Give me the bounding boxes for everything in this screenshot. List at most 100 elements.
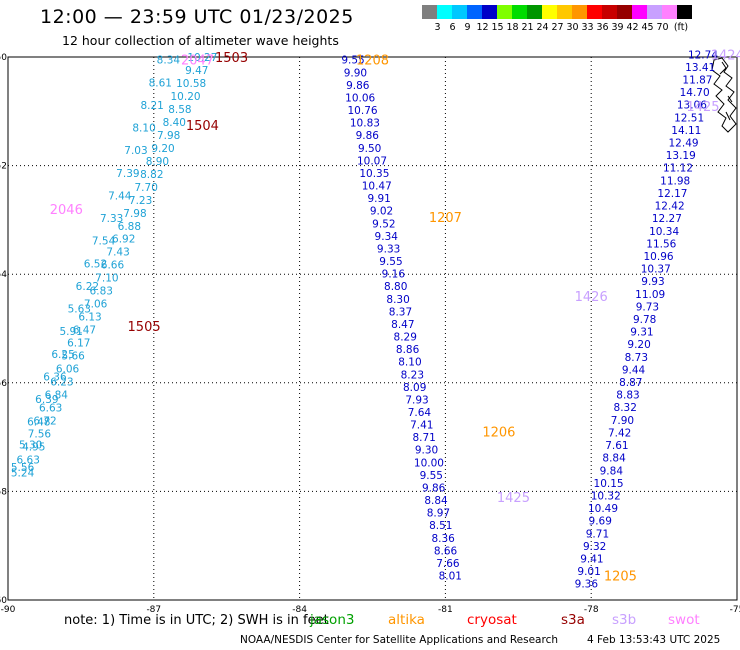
wave-height-label: 12.27 xyxy=(652,213,682,225)
color-scale-tick: 27 xyxy=(551,22,564,33)
color-swatch xyxy=(512,5,527,19)
wave-height-label: 9.31 xyxy=(630,327,653,339)
wave-height-label: 8.80 xyxy=(384,281,407,293)
pass-number-label: 1205 xyxy=(604,570,637,585)
wave-height-label: 6.72 xyxy=(33,415,56,427)
wave-height-label: 13.19 xyxy=(666,150,696,162)
wave-height-label: 7.64 xyxy=(408,407,432,419)
wave-height-label: 8.83 xyxy=(616,390,639,402)
pass-number-label: 1505 xyxy=(128,320,161,335)
color-scale-tick: 70 xyxy=(656,22,669,33)
wave-height-label: 7.54 xyxy=(92,236,116,248)
wave-height-label: 5.63 xyxy=(68,304,91,316)
color-swatch xyxy=(437,5,452,19)
wave-height-label: 9.86 xyxy=(356,130,380,142)
wave-height-label: 8.51 xyxy=(429,520,452,532)
wave-height-label: 10.06 xyxy=(345,92,375,104)
wave-height-label: 7.56 xyxy=(28,428,52,440)
wave-height-label: 9.90 xyxy=(344,67,367,79)
color-scale-tick: 12 xyxy=(476,22,489,33)
wave-height-label: 9.86 xyxy=(346,80,370,92)
color-swatch xyxy=(677,5,692,19)
color-swatch xyxy=(422,5,437,19)
wave-height-label: 7.98 xyxy=(123,208,146,220)
wave-height-label: 10.76 xyxy=(348,105,378,117)
wave-height-label: 10.15 xyxy=(594,478,624,490)
chart-title: 12:00 — 23:59 UTC 01/23/2025 xyxy=(40,6,354,28)
wave-height-label: 7.61 xyxy=(605,440,628,452)
wave-height-label: 5.24 xyxy=(11,467,35,479)
wave-height-label: 8.61 xyxy=(149,77,172,89)
x-tick-label: -75 xyxy=(730,605,740,615)
wave-height-label: 9.69 xyxy=(589,516,612,528)
wave-height-label: 9.20 xyxy=(151,143,174,155)
wave-height-label: 8.90 xyxy=(146,156,169,168)
wave-height-label: 8.21 xyxy=(140,100,163,112)
wave-height-label: 9.50 xyxy=(358,143,381,155)
wave-height-label: 10.96 xyxy=(644,251,674,263)
track: 8.34 8.61 8.21 8.10 7.03 7.39 7.44 7.33 7.54 6.52… xyxy=(11,55,180,474)
wave-height-label: 10.20 xyxy=(171,91,201,103)
wave-height-label: 9.78 xyxy=(633,314,656,326)
wave-height-label: 6.83 xyxy=(90,286,113,298)
wave-height-label: 6.88 xyxy=(118,221,141,233)
wave-height-label: 7.42 xyxy=(608,427,631,439)
wave-height-label: 7.93 xyxy=(405,394,428,406)
wave-height-label: 11.98 xyxy=(660,175,690,187)
wave-height-label: 9.34 xyxy=(375,231,399,243)
wave-height-label: 10.32 xyxy=(591,490,621,502)
wave-height-label: 10.35 xyxy=(359,168,389,180)
color-swatch xyxy=(452,5,467,19)
wave-height-label: 8.23 xyxy=(401,369,424,381)
wave-height-label: 10.58 xyxy=(176,78,206,90)
wave-height-label: 8.84 xyxy=(602,453,626,465)
pass-number-label: 2046 xyxy=(50,203,83,218)
wave-height-label: 6.47 xyxy=(73,325,96,337)
wave-height-label: 9.86 xyxy=(422,482,446,494)
wave-height-label: 11.87 xyxy=(682,74,712,86)
footer-credit: NOAA/NESDIS Center for Satellite Applica… xyxy=(240,634,558,646)
pass-labels: 2047 1503 1504 2046 1505 1208 1207 1206 1425 1426… xyxy=(50,48,740,584)
color-swatch xyxy=(482,5,497,19)
color-swatch xyxy=(542,5,557,19)
wave-height-label: 13.06 xyxy=(677,100,707,112)
grid-lines xyxy=(7,56,738,601)
color-scale-tick: 24 xyxy=(536,22,549,33)
legend-item-s3b: s3b xyxy=(612,612,637,628)
wave-height-label: 8.37 xyxy=(389,306,412,318)
wave-height-label: 13.41 xyxy=(685,62,715,74)
wave-height-label: 8.10 xyxy=(132,123,155,135)
wave-height-label: 14.70 xyxy=(680,87,710,99)
wave-height-label: 8.34 xyxy=(157,55,181,67)
x-tick-label: -81 xyxy=(438,605,453,615)
wave-height-label: 8.09 xyxy=(403,382,426,394)
wave-height-label: 7.23 xyxy=(129,195,152,207)
wave-height-label: 11.12 xyxy=(663,163,693,175)
pass-number-label: 1425 xyxy=(497,491,530,506)
wave-height-label: 7.06 xyxy=(84,299,108,311)
wave-height-label: 8.58 xyxy=(168,104,191,116)
wave-height-label: 7.70 xyxy=(135,182,158,194)
wave-height-label: 9.47 xyxy=(185,65,208,77)
wave-height-label: 9.02 xyxy=(370,206,393,218)
wave-height-label: 7.33 xyxy=(100,213,123,225)
color-scale-tick: 33 xyxy=(581,22,594,33)
wave-height-label: 9.20 xyxy=(627,339,650,351)
color-swatch xyxy=(557,5,572,19)
wave-height-label: 9.01 xyxy=(577,566,600,578)
wave-height-label: 9.84 xyxy=(600,465,624,477)
wave-height-label: 12.42 xyxy=(655,201,685,213)
color-swatch xyxy=(587,5,602,19)
wave-height-label: 6.23 xyxy=(50,377,73,389)
wave-height-label: 6.22 xyxy=(76,281,99,293)
color-scale-tick: 6 xyxy=(449,22,456,33)
color-swatch xyxy=(632,5,647,19)
color-scale-ticks: 3 6 9 12 15 18 21 24 27 30 33 36 39 42 45 70 (ft) xyxy=(422,22,692,33)
wave-height-label: 9.55 xyxy=(420,470,443,482)
pass-number-label: 1207 xyxy=(429,211,462,226)
color-scale-tick: 3 xyxy=(434,22,441,33)
wave-height-label: 10.37 xyxy=(641,264,671,276)
pass-number-label: 1504 xyxy=(186,119,219,134)
wave-height-label: 9.52 xyxy=(372,218,395,230)
